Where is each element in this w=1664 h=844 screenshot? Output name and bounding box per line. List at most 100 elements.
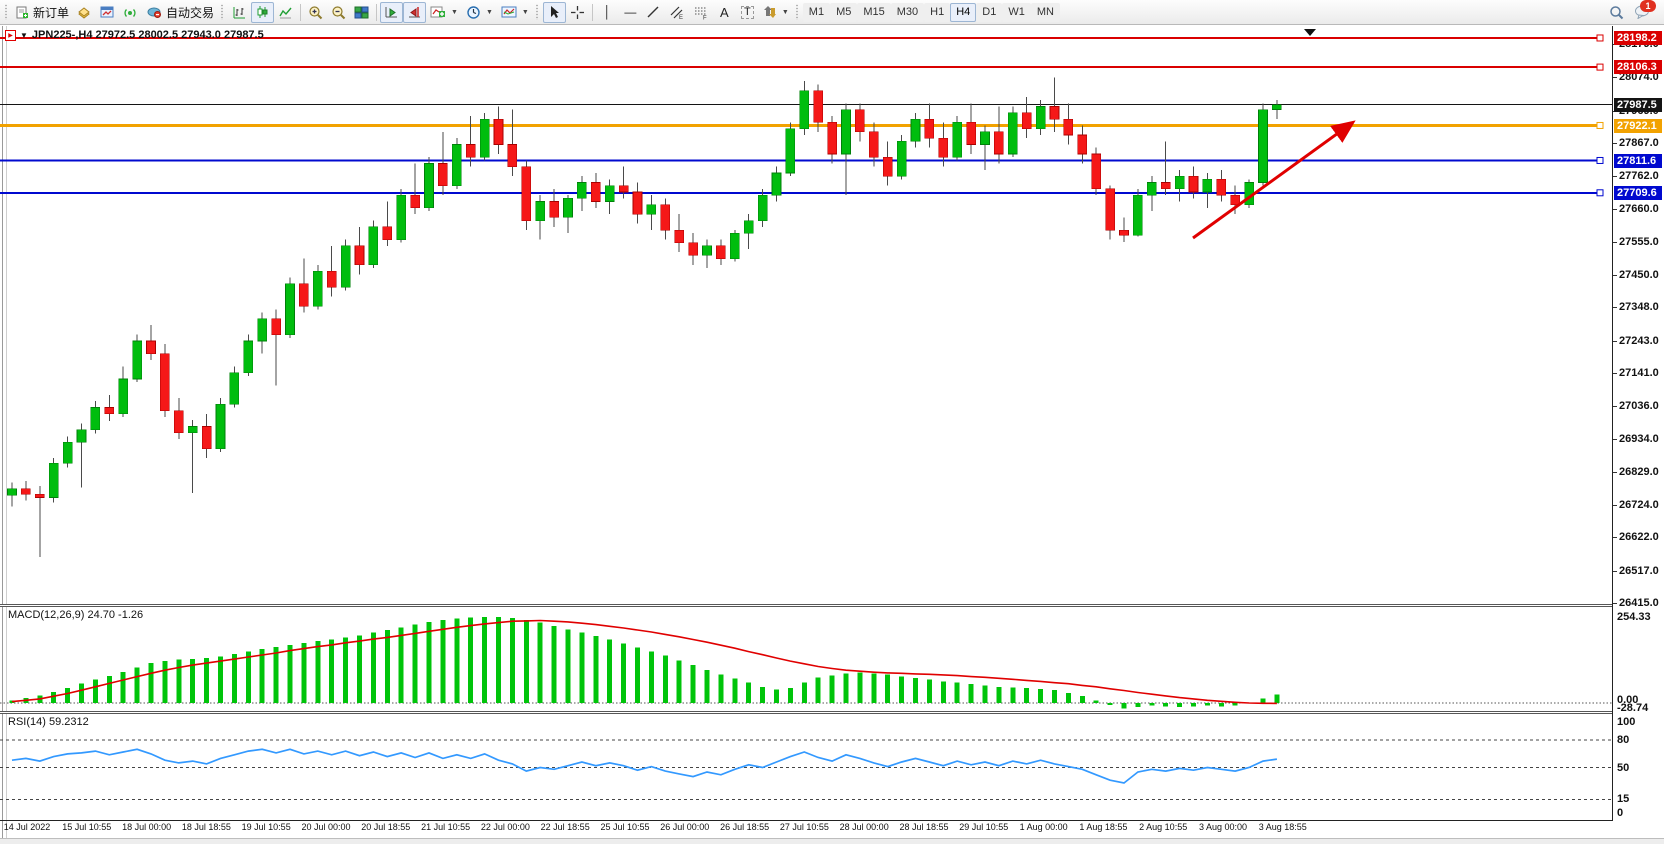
price-axis[interactable]: 28179.028074.027969.027867.027762.027660… — [1612, 26, 1664, 820]
candle-body[interactable] — [174, 410, 184, 434]
candle-body[interactable] — [799, 90, 810, 129]
cursor-button[interactable] — [542, 1, 566, 23]
candle-body[interactable] — [827, 122, 837, 155]
candle-body[interactable] — [215, 404, 226, 449]
equidistant-channel-button[interactable]: E — [665, 2, 689, 23]
line-endpoint-marker[interactable] — [1596, 34, 1604, 42]
new-order-button[interactable]: 新订单 — [12, 2, 73, 23]
horizontal-line-button[interactable]: — — [619, 2, 642, 23]
chart-profile-button[interactable] — [73, 2, 96, 23]
candle-body[interactable] — [21, 488, 31, 495]
arrows-button[interactable]: ▼ — [759, 2, 793, 23]
toolbar-grip[interactable] — [794, 4, 799, 20]
line-endpoint-marker[interactable] — [1596, 121, 1604, 129]
candle-body[interactable] — [410, 194, 420, 209]
trendline-button[interactable] — [642, 2, 665, 23]
candle-body[interactable] — [507, 144, 518, 167]
time-marker-icon[interactable] — [1304, 29, 1316, 36]
candle-body[interactable] — [646, 204, 657, 215]
candle-body[interactable] — [312, 270, 323, 307]
candle-body[interactable] — [479, 118, 490, 158]
candle-body[interactable] — [521, 166, 532, 221]
candle-body[interactable] — [1216, 179, 1227, 196]
candle-body[interactable] — [229, 372, 240, 405]
candle-body[interactable] — [688, 242, 698, 256]
timeframe-mn-button[interactable]: MN — [1030, 2, 1060, 22]
timeframe-h4-button[interactable]: H4 — [950, 2, 977, 22]
toolbar-grip[interactable] — [220, 4, 225, 20]
candle-body[interactable] — [438, 163, 448, 186]
candle-body[interactable] — [1188, 175, 1199, 193]
candle-body[interactable] — [1063, 118, 1074, 136]
candle-body[interactable] — [257, 318, 268, 342]
candle-body[interactable] — [1035, 106, 1046, 129]
chart-shift-button[interactable] — [403, 1, 427, 23]
signals-button[interactable] — [119, 2, 142, 23]
toolbar-grip[interactable] — [4, 4, 8, 20]
candle-body[interactable] — [785, 128, 796, 174]
text-button[interactable]: A — [713, 2, 736, 23]
rsi-panel-canvas[interactable] — [0, 714, 1612, 820]
candle-body[interactable] — [146, 340, 156, 354]
candle-body[interactable] — [104, 407, 115, 415]
templates-button[interactable]: ▼ — [497, 2, 533, 23]
line-endpoint-marker[interactable] — [1596, 63, 1604, 71]
candle-body[interactable] — [952, 122, 963, 158]
candle-body[interactable] — [34, 494, 45, 498]
autotrading-button[interactable]: 自动交易 — [142, 2, 218, 23]
candle-body[interactable] — [868, 131, 879, 158]
candle-body[interactable] — [271, 318, 281, 335]
candle-body[interactable] — [896, 141, 907, 177]
candle-body[interactable] — [299, 283, 309, 307]
candle-body[interactable] — [1258, 109, 1268, 183]
candle-body[interactable] — [132, 340, 142, 380]
candle-body[interactable] — [340, 245, 351, 288]
candle-body[interactable] — [424, 163, 434, 209]
candle-body[interactable] — [813, 90, 824, 123]
indicators-button[interactable]: ▼ — [426, 2, 462, 23]
candlestick-chart-button[interactable] — [251, 1, 275, 23]
bar-chart-button[interactable] — [228, 2, 251, 23]
candle-body[interactable] — [535, 201, 546, 221]
candle-body[interactable] — [577, 182, 587, 199]
candle-body[interactable] — [1077, 134, 1088, 155]
timeframe-d1-button[interactable]: D1 — [976, 2, 1003, 22]
main-chart-canvas[interactable] — [0, 26, 1612, 604]
candle-body[interactable] — [493, 118, 504, 145]
panel-separator[interactable] — [0, 604, 1664, 607]
candle-body[interactable] — [632, 191, 643, 215]
crosshair-button[interactable] — [566, 2, 589, 23]
candle-body[interactable] — [549, 201, 559, 218]
toolbar-grip[interactable] — [534, 4, 539, 20]
candle-body[interactable] — [354, 245, 365, 266]
text-label-button[interactable]: T — [736, 2, 759, 23]
candle-body[interactable] — [729, 232, 740, 259]
panel-separator[interactable] — [0, 711, 1664, 714]
candle-body[interactable] — [563, 198, 573, 218]
market-watch-button[interactable] — [96, 2, 119, 23]
trend-arrow-annotation[interactable] — [1192, 120, 1356, 240]
search-icon[interactable] — [1609, 5, 1624, 20]
candle-body[interactable] — [938, 137, 949, 158]
zoom-in-button[interactable] — [304, 2, 327, 23]
candle-body[interactable] — [743, 220, 754, 234]
auto-scroll-button[interactable] — [380, 1, 404, 23]
candle-body[interactable] — [910, 118, 921, 142]
candle-body[interactable] — [994, 131, 1004, 155]
candle-body[interactable] — [48, 462, 59, 498]
candle-body[interactable] — [1105, 188, 1115, 231]
candle-body[interactable] — [1021, 112, 1032, 129]
candle-body[interactable] — [1202, 179, 1213, 193]
candle-body[interactable] — [1174, 175, 1185, 190]
candle-body[interactable] — [160, 353, 170, 411]
chat-button[interactable]: 1 — [1634, 0, 1656, 19]
candle-body[interactable] — [7, 488, 17, 496]
candle-body[interactable] — [76, 429, 87, 443]
candle-body[interactable] — [382, 226, 393, 240]
one-click-trading-toggle[interactable]: ▶ — [5, 29, 16, 41]
candle-body[interactable] — [660, 204, 671, 231]
candle-body[interactable] — [465, 144, 476, 158]
candle-body[interactable] — [118, 378, 128, 415]
candle-body[interactable] — [1007, 112, 1018, 155]
candle-body[interactable] — [187, 426, 198, 434]
